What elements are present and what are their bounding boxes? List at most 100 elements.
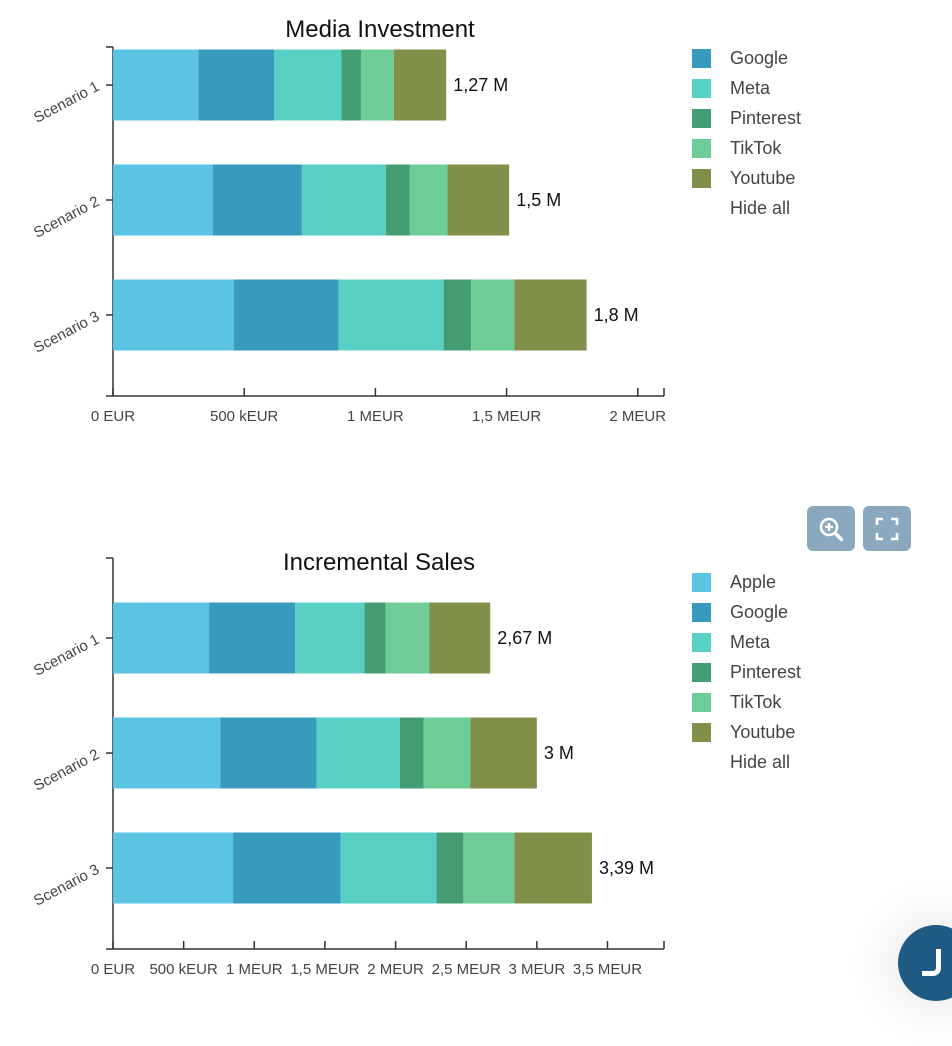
x-tick-label: 2,5 MEUR (432, 961, 501, 978)
chat-widget-button[interactable] (898, 925, 952, 1001)
bar-segment-tiktok-scenario-2 (409, 164, 448, 236)
legend-swatch (692, 722, 711, 742)
bar-segment-apple-scenario-2 (113, 717, 221, 789)
bar-segment-tiktok-scenario-3 (463, 832, 515, 904)
x-tick-label: 1 MEUR (226, 961, 283, 978)
legend-item-tiktok[interactable]: TikTok (692, 133, 801, 163)
bar-total-label: 3,39 M (599, 858, 654, 878)
legend-swatch (692, 48, 711, 68)
bar-segment-google-scenario-2 (212, 164, 302, 236)
legend-label: Pinterest (730, 661, 802, 682)
incremental-sales-chart: Incremental Sales 0 EUR 500 kEUR 1 MEUR 1,5 … (0, 520, 952, 1020)
bar-segment-pinterest-scenario-3 (436, 832, 464, 904)
bar-segment-apple-scenario-2 (113, 164, 213, 236)
category-label: Scenario 3 (31, 861, 102, 910)
x-tick-label: 0 EUR (91, 408, 135, 425)
x-tick-label: 500 kEUR (210, 408, 279, 425)
legend-label: Youtube (730, 167, 796, 188)
legend-swatch (692, 168, 711, 188)
x-tick-label: 3,5 MEUR (573, 961, 642, 978)
bar-segment-youtube-scenario-2 (447, 164, 510, 236)
bar-segment-pinterest-scenario-1 (341, 49, 361, 121)
legend-hide-all-button[interactable]: Hide all (730, 751, 791, 772)
zoom-in-icon (819, 517, 844, 541)
legend-label: Google (730, 601, 789, 622)
legend-label: Apple (730, 571, 777, 592)
chart-title: Incremental Sales (283, 549, 475, 576)
bar-segment-youtube-scenario-3 (514, 832, 592, 904)
media-investment-chart: Media Investment 0 EUR 500 kEUR 1 MEUR 1,5 M… (0, 0, 952, 500)
bar-segment-meta-scenario-2 (301, 164, 386, 236)
legend-label: Google (730, 47, 789, 68)
legend-item-apple[interactable]: Apple (692, 567, 801, 597)
category-label: Scenario 2 (31, 746, 102, 795)
bar-segment-pinterest-scenario-2 (385, 164, 410, 236)
legend-item-youtube[interactable]: Youtube (692, 717, 801, 747)
media-investment-svg: Media Investment 0 EUR 500 kEUR 1 MEUR 1,5 M… (31, 16, 666, 425)
bar-segment-tiktok-scenario-2 (423, 717, 471, 789)
legend-swatch (692, 632, 711, 652)
bar-segment-meta-scenario-2 (316, 717, 400, 789)
x-tick-label: 0 EUR (91, 961, 135, 978)
chart-toolbar (807, 506, 911, 551)
incremental-sales-legend: Apple Google Meta Pinterest TikTok Youtube Hid… (692, 567, 801, 777)
legend-swatch (692, 662, 711, 682)
x-tick-label: 500 kEUR (149, 961, 218, 978)
bar-segment-meta-scenario-1 (274, 49, 342, 121)
fullscreen-button[interactable] (863, 506, 911, 551)
category-label: Scenario 3 (31, 308, 102, 357)
legend-hide-all-button[interactable]: Hide all (730, 197, 791, 218)
legend-label: Meta (730, 631, 771, 652)
chat-icon (922, 949, 941, 976)
legend-swatch (692, 692, 711, 712)
x-tick-label: 2 MEUR (609, 408, 666, 425)
x-tick-label: 3 MEUR (509, 961, 566, 978)
bar-segment-apple-scenario-1 (113, 49, 199, 121)
legend-label: Youtube (730, 721, 796, 742)
legend-swatch (692, 602, 711, 622)
bar-segment-meta-scenario-3 (338, 279, 444, 351)
bar-segment-apple-scenario-3 (113, 832, 234, 904)
bar-total-label: 1,8 M (594, 305, 639, 325)
bar-segment-pinterest-scenario-2 (399, 717, 424, 789)
bar-total-label: 3 M (544, 743, 574, 763)
bar-segment-youtube-scenario-1 (393, 49, 447, 121)
bar-segment-youtube-scenario-3 (514, 279, 587, 351)
fullscreen-icon (875, 517, 899, 540)
legend-swatch (692, 108, 711, 128)
legend-swatch (692, 572, 711, 592)
legend-swatch (692, 138, 711, 158)
legend-item-google[interactable]: Google (692, 597, 801, 627)
bar-total-label: 1,27 M (453, 75, 508, 95)
bar-segment-youtube-scenario-1 (429, 602, 491, 674)
bar-segment-google-scenario-2 (220, 717, 317, 789)
bar-segment-pinterest-scenario-3 (443, 279, 472, 351)
category-label: Scenario 2 (31, 193, 102, 242)
legend-item-pinterest[interactable]: Pinterest (692, 103, 801, 133)
legend-item-meta[interactable]: Meta (692, 627, 801, 657)
legend-swatch (692, 78, 711, 98)
zoom-in-button[interactable] (807, 506, 855, 551)
bar-segment-youtube-scenario-2 (470, 717, 537, 789)
bar-total-label: 1,5 M (516, 190, 561, 210)
legend-label: Pinterest (730, 107, 802, 128)
legend-label: Meta (730, 77, 771, 98)
bar-segment-meta-scenario-3 (340, 832, 437, 904)
bar-segment-apple-scenario-3 (113, 279, 234, 351)
bar-segment-google-scenario-3 (233, 832, 341, 904)
bar-segment-tiktok-scenario-1 (360, 49, 394, 121)
x-tick-label: 1,5 MEUR (290, 961, 359, 978)
legend-label: TikTok (730, 691, 782, 712)
legend-label: TikTok (730, 137, 782, 158)
bar-segment-tiktok-scenario-3 (471, 279, 515, 351)
legend-item-tiktok[interactable]: TikTok (692, 687, 801, 717)
legend-item-meta[interactable]: Meta (692, 73, 801, 103)
legend-item-pinterest[interactable]: Pinterest (692, 657, 801, 687)
legend-item-youtube[interactable]: Youtube (692, 163, 801, 193)
media-investment-legend: Google Meta Pinterest TikTok Youtube Hide all (692, 43, 801, 223)
legend-item-google[interactable]: Google (692, 43, 801, 73)
x-tick-label: 1 MEUR (347, 408, 404, 425)
bar-total-label: 2,67 M (497, 628, 552, 648)
category-label: Scenario 1 (31, 78, 102, 127)
incremental-sales-svg: Incremental Sales 0 EUR 500 kEUR 1 MEUR 1,5 … (31, 549, 665, 978)
